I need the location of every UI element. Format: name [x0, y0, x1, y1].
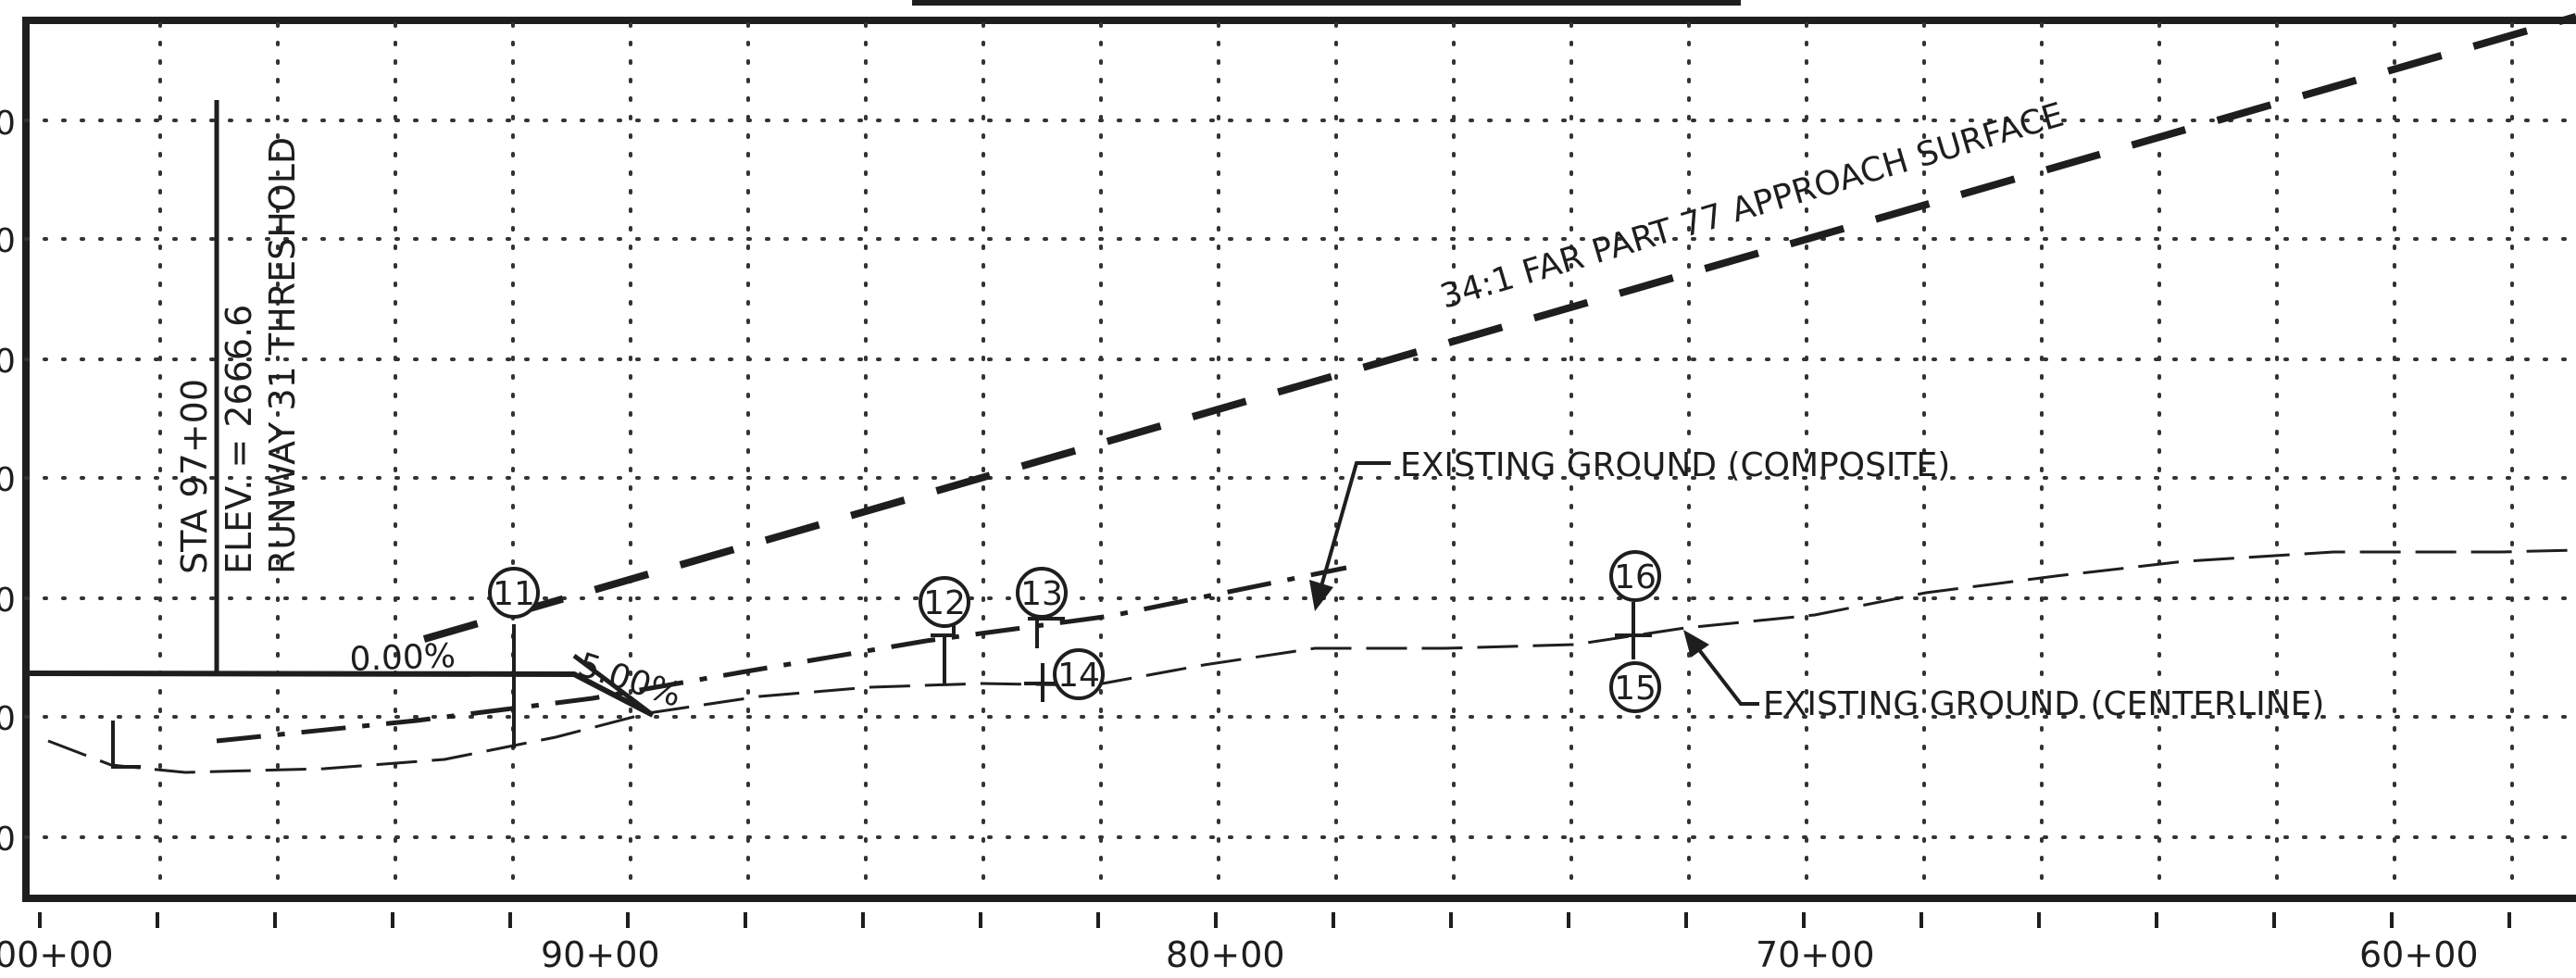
- obstruction-label: 14: [1057, 657, 1100, 695]
- elevation-tick: 0: [0, 105, 16, 143]
- approach-surface-line: [422, 13, 2576, 643]
- ground-centerline-label: EXISTING GROUND (CENTERLINE): [1763, 685, 2324, 723]
- obstruction-marker: 12: [919, 576, 970, 685]
- leader-arrowhead: [1309, 580, 1333, 611]
- elevation-tick: 0: [0, 821, 16, 859]
- elevation-tick: 0: [0, 343, 16, 381]
- elevation-tick: 0: [0, 582, 16, 620]
- station-ticks: [38, 912, 2511, 928]
- elevation-tick: 0: [0, 222, 16, 260]
- station-label: 80+00: [1166, 934, 1285, 975]
- grade-label: 0.00%: [349, 637, 456, 679]
- obstruction-label: 12: [923, 584, 966, 622]
- threshold-elevation: ELEV. = 2666.6: [219, 305, 259, 574]
- obstruction-label: 11: [493, 575, 535, 613]
- obstruction-label: 16: [1614, 558, 1657, 596]
- obstruction-label: 15: [1614, 670, 1657, 708]
- obstruction-label: 13: [1020, 575, 1063, 613]
- elevation-ticks: 0 0 0 0 0 0 0: [0, 105, 16, 859]
- obstruction-marker: 11: [488, 567, 540, 748]
- threshold-name: RUNWAY 31 THRESHOLD: [262, 137, 303, 574]
- profile-end-mark: [111, 721, 141, 769]
- leader-arrowhead: [1683, 630, 1709, 658]
- ground-composite-line: [216, 565, 1347, 744]
- obstruction-marker: 15: [1609, 602, 1661, 713]
- station-label: 70+00: [1756, 934, 1875, 975]
- grid: [24, 22, 2576, 896]
- ground-centerline-line: [47, 548, 2576, 774]
- station-label: 00+00: [0, 934, 114, 975]
- grade-break: [572, 654, 655, 717]
- ground-composite-label: EXISTING GROUND (COMPOSITE): [1400, 446, 1950, 484]
- obstruction-marker: 14: [1024, 648, 1105, 702]
- elevation-tick: 0: [0, 461, 16, 499]
- runway-grade-line: [25, 671, 655, 718]
- obstruction-marker: 13: [1016, 567, 1068, 648]
- threshold-station: STA 97+00: [174, 379, 215, 574]
- ground-centerline-leader: [1689, 637, 1759, 706]
- plot-frame: [22, 17, 2576, 902]
- elevation-tick: 0: [0, 700, 16, 738]
- ground-composite-leader: [1318, 461, 1391, 594]
- station-label: 90+00: [541, 934, 660, 975]
- station-label: 60+00: [2359, 934, 2479, 975]
- approach-surface-label: 34:1 FAR PART 77 APPROACH SURFACE: [1436, 96, 2069, 317]
- obstruction-marker: 16: [1609, 550, 1661, 602]
